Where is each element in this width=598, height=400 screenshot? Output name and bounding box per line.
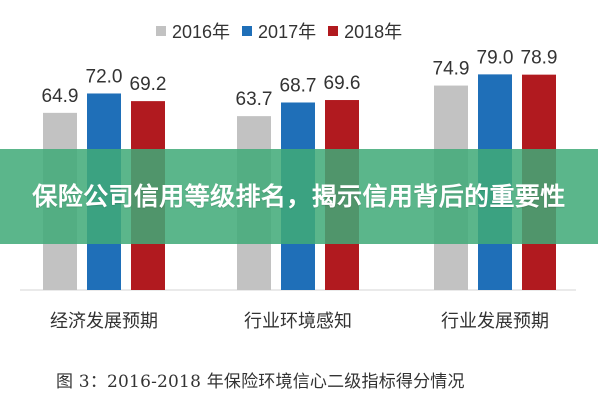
legend-swatch-2017	[242, 26, 253, 36]
labels-layer: 64.9 72.0 69.2 63.7 68.7 69.6 74.9 79.0 78.9	[42, 47, 558, 110]
legend-swatch-2018	[328, 26, 339, 36]
legend-label-2017: 2017年	[258, 22, 317, 42]
category-label-2: 行业发展预期	[441, 311, 549, 332]
data-label-0-0: 64.9	[42, 86, 79, 107]
legend-item-2016: 2016年	[156, 18, 230, 44]
legend-swatch-2016	[156, 26, 166, 36]
data-label-1-2: 69.6	[324, 73, 361, 94]
legend-label-2016: 2016年	[172, 22, 231, 42]
data-label-0-2: 69.2	[130, 74, 167, 95]
category-label-1: 行业环境感知	[244, 311, 352, 332]
legend-item-2017: 2017年	[242, 18, 316, 44]
legend-item-2018: 2018年	[328, 18, 402, 44]
category-label-0: 经济发展预期	[50, 311, 158, 332]
data-label-0-1: 72.0	[86, 66, 123, 87]
overlay-title: 保险公司信用等级排名，揭示信用背后的重要性	[32, 181, 566, 211]
categories-layer: 经济发展预期 行业环境感知 行业发展预期	[50, 311, 549, 332]
figure-caption: 图 3：2016-2018 年保险环境信心二级指标得分情况	[56, 372, 465, 392]
data-label-2-1: 79.0	[477, 47, 514, 68]
data-label-1-1: 68.7	[280, 75, 317, 96]
data-label-1-0: 63.7	[236, 89, 273, 110]
overlay-banner	[0, 149, 598, 244]
data-label-2-0: 74.9	[433, 59, 470, 80]
data-label-2-2: 78.9	[521, 48, 558, 69]
chart-legend: 2016年 2017年 2018年	[156, 18, 402, 44]
legend-label-2018: 2018年	[344, 22, 403, 42]
